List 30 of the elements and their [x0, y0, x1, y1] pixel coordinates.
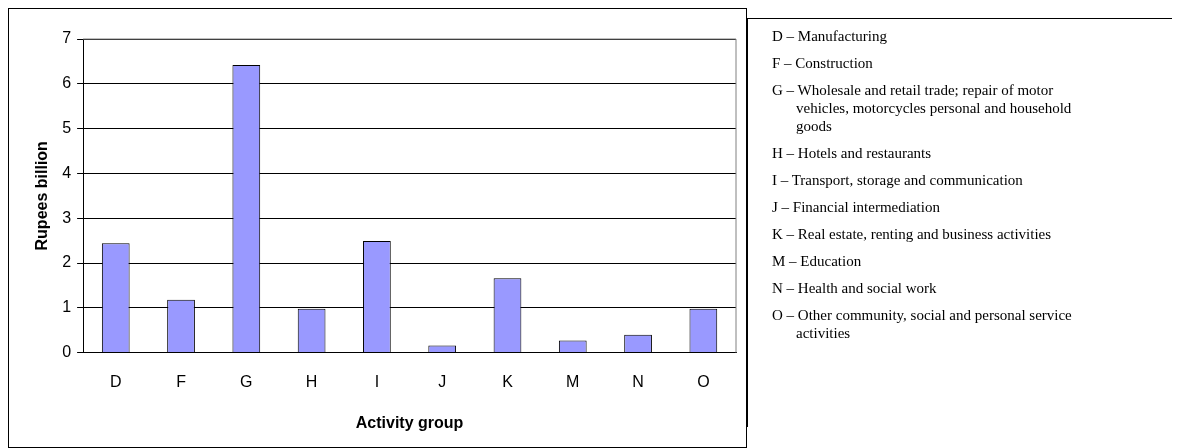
x-tick-label: M [566, 372, 580, 390]
text: N – Health and social work [772, 279, 938, 297]
text: I – Transport, storage and communication [772, 171, 1024, 189]
y-axis-title: Rupees billion [33, 141, 51, 251]
text: D – Manufacturing [772, 27, 888, 45]
text: M – Education [772, 252, 863, 270]
text: G – Wholesale and retail trade; repair of motor vehicles, motorcycles personal and household goods [772, 81, 1073, 135]
x-tick-label: J [438, 372, 447, 390]
y-tick-label: 7 [62, 29, 72, 47]
x-axis-title: Activity group [355, 413, 464, 431]
text: O – Other community, social and personal service activities [772, 306, 1073, 342]
text: J – Financial intermediation [772, 198, 941, 216]
x-tick-label: N [632, 372, 644, 390]
text: F – Construction [772, 54, 874, 72]
x-tick-label: K [502, 372, 514, 390]
y-tick-label: 6 [62, 74, 72, 92]
x-tick-label: F [176, 372, 187, 390]
y-tick-label: 5 [62, 119, 72, 137]
y-tick-label: 0 [62, 343, 72, 361]
y-tick-label: 1 [62, 298, 72, 316]
y-tick-label: 2 [62, 253, 72, 271]
x-tick-label: I [374, 372, 380, 390]
x-tick-label: G [240, 372, 253, 390]
x-tick-label: D [109, 372, 122, 390]
x-tick-label: O [697, 372, 710, 390]
x-tick-label: H [305, 372, 318, 390]
y-tick-label: 4 [62, 163, 72, 181]
y-tick-label: 3 [62, 208, 72, 226]
text: H – Hotels and restaurants [772, 144, 933, 162]
text: K – Real estate, renting and business activities [772, 225, 1053, 243]
